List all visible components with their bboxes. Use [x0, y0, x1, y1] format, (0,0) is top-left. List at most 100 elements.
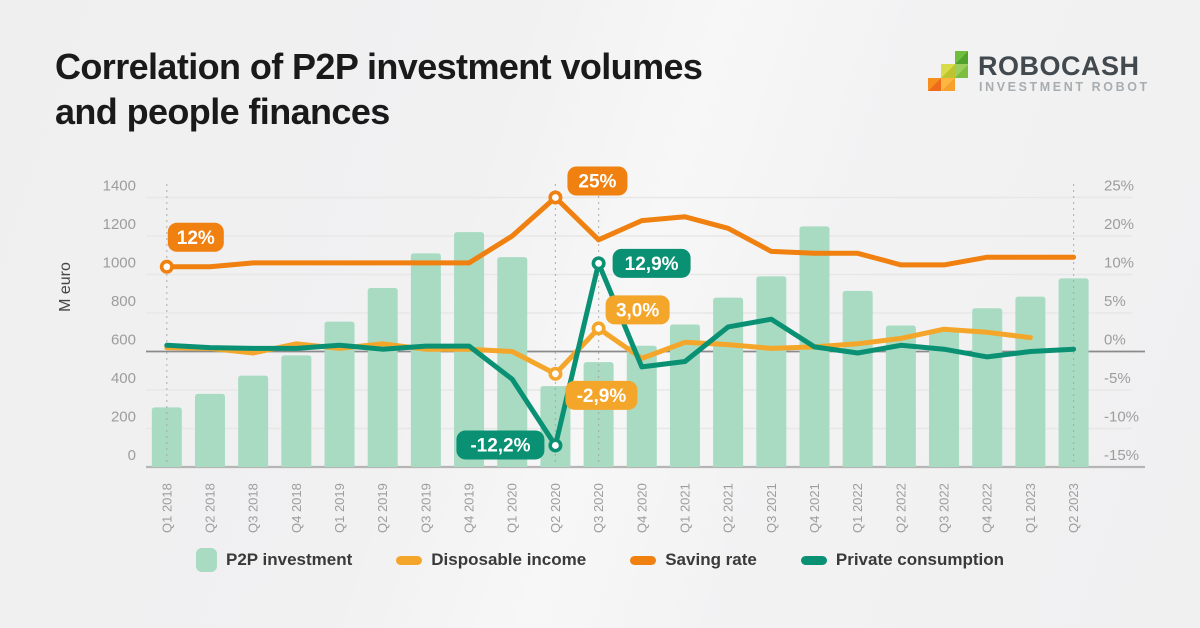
x-axis-tick: Q2 2023	[1066, 483, 1081, 533]
x-axis-tick: Q4 2019	[462, 483, 477, 533]
x-axis-tick: Q1 2019	[332, 483, 347, 533]
bar-q3-2022	[929, 329, 960, 467]
callout-25-: 25%	[567, 166, 628, 196]
x-axis-tick: Q2 2021	[721, 483, 736, 533]
chart-legend: P2P investment Disposable income Saving ra…	[0, 548, 1200, 572]
callout-value: 12,9%	[625, 254, 679, 275]
bar-q2-2021	[713, 297, 744, 467]
callout-badge	[612, 248, 691, 278]
x-axis-tick: Q3 2019	[418, 483, 433, 533]
callout-12-9-: 12,9%	[612, 248, 691, 278]
x-axis-tick: Q4 2021	[807, 483, 822, 533]
marker-disposable-income-q2-2020	[548, 366, 563, 381]
legend-label-saving-rate: Saving rate	[665, 550, 757, 569]
marker-saving-rate-q2-2020	[548, 190, 563, 205]
left-axis-tick: 1000	[103, 255, 136, 272]
bar-q4-2018	[281, 355, 312, 467]
x-axis-tick: Q1 2021	[677, 483, 692, 533]
logo-tile-lime	[941, 64, 955, 78]
left-axis-tick: 600	[111, 332, 136, 349]
legend-swatch-private-consumption	[800, 555, 827, 565]
logo-tile-green	[954, 51, 969, 65]
right-axis-tick: 10%	[1104, 255, 1134, 272]
logo-tile-amber	[941, 77, 955, 92]
x-axis-tick: Q1 2020	[505, 483, 520, 533]
left-axis-title: M euro	[57, 262, 74, 312]
legend-item-saving-rate: Saving rate	[630, 550, 757, 570]
bar-q1-2023	[1015, 296, 1046, 467]
legend-item-private-consumption: Private consumption	[800, 550, 1005, 570]
bar-q2-2019	[367, 287, 398, 467]
legend-label-p2p-investment: P2P investment	[225, 550, 353, 569]
marker-saving-rate-q1-2018	[159, 259, 174, 274]
logo-brand-name: ROBOCASH	[978, 51, 1140, 81]
callout-badge	[167, 222, 224, 252]
logo-tagline: INVESTMENT ROBOT	[979, 80, 1150, 94]
robocash-logo: ROBOCASH INVESTMENT ROBOT	[928, 51, 1158, 95]
callout--2-9-: -2,9%	[565, 380, 638, 410]
legend-swatch-disposable-income	[396, 555, 423, 565]
bar-q2-2018	[194, 393, 225, 467]
callout-value: 25%	[578, 172, 616, 193]
callout-badge	[565, 380, 638, 410]
left-axis-tick: 0	[128, 447, 136, 464]
legend-label-disposable-income: Disposable income	[431, 550, 587, 569]
x-axis-tick: Q2 2019	[375, 483, 390, 533]
right-axis-tick: 25%	[1104, 178, 1134, 195]
bar-q3-2018	[238, 375, 269, 467]
x-axis-tick: Q1 2018	[159, 483, 174, 533]
marker-private-consumption-q3-2020	[591, 256, 606, 271]
bar-q1-2020	[497, 257, 528, 467]
legend-swatch-saving-rate	[630, 555, 657, 565]
right-axis-tick: 20%	[1104, 216, 1134, 233]
callout-value: -2,9%	[577, 386, 627, 407]
left-axis-tick: 800	[111, 293, 136, 310]
left-axis-tick: 200	[111, 409, 136, 426]
right-axis-tick: 0%	[1104, 332, 1126, 349]
x-axis-tick: Q4 2020	[634, 483, 649, 533]
right-axis-tick: -10%	[1104, 409, 1139, 426]
x-axis-tick: Q4 2018	[289, 483, 304, 533]
x-axis-tick: Q4 2022	[980, 483, 995, 533]
marker-disposable-income-q3-2020	[591, 321, 606, 336]
marker-private-consumption-q2-2020	[548, 438, 563, 453]
x-axis-tick: Q3 2021	[764, 483, 779, 533]
logo-tile-lightgreen	[954, 64, 969, 78]
right-axis-tick: 5%	[1104, 293, 1126, 310]
chart-title-line1: Correlation of P2P investment volumes	[55, 46, 703, 87]
right-axis-tick: -15%	[1104, 447, 1139, 464]
callout-12-: 12%	[167, 222, 224, 252]
legend-item-p2p-investment: P2P investment	[195, 548, 353, 572]
callout-3-0-: 3,0%	[605, 295, 670, 325]
x-axis-tick: Q2 2018	[202, 483, 217, 533]
x-axis-tick: Q2 2022	[893, 483, 908, 533]
x-axis-tick: Q1 2022	[850, 483, 865, 533]
x-axis-tick: Q3 2020	[591, 483, 606, 533]
right-axis-tick: -5%	[1104, 370, 1131, 387]
bar-q4-2020	[626, 345, 657, 467]
callout-value: 3,0%	[616, 300, 659, 321]
logo-tile-orange	[928, 77, 942, 92]
left-axis-tick: 1400	[103, 178, 136, 195]
legend-item-disposable-income: Disposable income	[396, 550, 586, 570]
chart-title: Correlation of P2P investment volumes an…	[55, 44, 703, 134]
x-axis-tick: Q3 2022	[937, 483, 952, 533]
bar-q2-2022	[885, 325, 916, 467]
legend-label-private-consumption: Private consumption	[835, 550, 1005, 569]
callout-value: -12,2%	[470, 435, 530, 456]
chart-title-line2: and people finances	[55, 91, 390, 132]
robocash-logo-icon	[928, 51, 969, 92]
bar-q3-2019	[410, 253, 441, 467]
x-axis-tick: Q2 2020	[548, 483, 563, 533]
x-axis-tick: Q1 2023	[1023, 483, 1038, 533]
line-saving-rate	[164, 195, 1077, 270]
callout--12-2-: -12,2%	[456, 430, 545, 460]
bar-q4-2022	[972, 308, 1003, 467]
bar-q3-2021	[756, 276, 787, 467]
callout-badge	[567, 166, 628, 196]
callout-value: 12%	[177, 228, 215, 249]
legend-swatch-p2p-investment	[195, 548, 217, 572]
callout-badge	[456, 430, 545, 460]
